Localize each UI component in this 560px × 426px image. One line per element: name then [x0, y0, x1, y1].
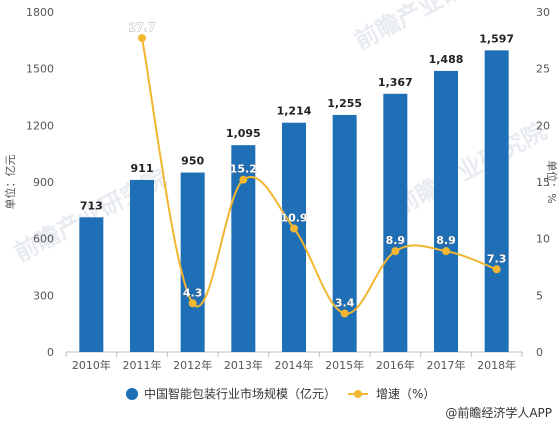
x-tick-label: 2015年: [325, 358, 364, 372]
left-y-tick-label: 300: [33, 289, 54, 302]
line-value-label: 4.3: [183, 286, 203, 299]
legend-line-label: 增速（%）: [376, 387, 435, 401]
x-tick-label: 2014年: [275, 358, 314, 372]
bar-value-label: 1,367: [378, 76, 413, 89]
x-tick-label: 2012年: [173, 358, 212, 372]
left-y-tick-label: 1800: [26, 6, 54, 19]
bar: [484, 50, 509, 352]
line-point: [442, 247, 450, 256]
right-y-tick-label: 20: [536, 119, 550, 132]
watermark-text: 前瞻产业研究院: [350, 0, 511, 55]
line-point: [340, 309, 349, 318]
bar-value-label: 950: [181, 155, 204, 168]
line-point: [239, 175, 248, 184]
bar: [434, 70, 458, 352]
x-tick-label: 2016年: [376, 358, 415, 372]
bar-value-label: 1,095: [226, 127, 261, 140]
left-y-tick-label: 900: [33, 176, 54, 189]
bar-value-label: 1,597: [479, 32, 514, 45]
line-point: [290, 224, 298, 233]
line-value-label: 8.9: [436, 234, 456, 247]
line-value-label: 27.7: [128, 21, 155, 34]
x-tick-label: 2018年: [477, 358, 516, 372]
right-y-tick-label: 30: [536, 6, 550, 19]
right-y-tick-label: 25: [536, 63, 550, 76]
line-point: [391, 247, 400, 256]
bar: [79, 217, 104, 352]
right-y-tick-label: 5: [536, 289, 543, 302]
x-tick-label: 2013年: [224, 358, 263, 372]
right-axis-title: 单位：%: [545, 160, 559, 203]
bar: [282, 122, 306, 352]
bar: [180, 172, 205, 352]
x-tick-label: 2010年: [72, 358, 111, 372]
line-point: [138, 34, 146, 43]
bar-value-label: 1,214: [277, 105, 312, 118]
right-y-tick-label: 0: [536, 346, 543, 359]
bar: [383, 93, 408, 353]
left-y-tick-label: 1200: [26, 119, 54, 132]
line-point: [492, 265, 501, 274]
left-y-tick-label: 1500: [26, 63, 54, 76]
bar-value-label: 1,488: [429, 53, 464, 66]
left-y-tick-label: 600: [33, 233, 54, 246]
right-y-tick-label: 15: [536, 176, 550, 189]
legend-bar-marker: [126, 388, 138, 400]
right-y-tick-label: 10: [536, 233, 550, 246]
legend-line-dot: [354, 390, 362, 398]
x-tick-label: 2017年: [427, 358, 466, 372]
line-series: 27.7 4.3 15.2 10.9 3.4 8.9 8.9 7.3: [128, 21, 507, 318]
bar-value-label: 1,255: [327, 97, 362, 110]
axes: 0 300 600 900 1200 1500 1800 0 5 10 15 20 25 30 2010年 2…: [3, 6, 559, 372]
legend: 中国智能包装行业市场规模（亿元） 增速（%）: [126, 386, 435, 401]
left-y-tick-label: 0: [47, 346, 54, 359]
source-credit: @前瞻经济学人APP: [445, 405, 552, 420]
left-axis-title: 单位：亿元: [3, 155, 17, 210]
bar-value-label: 713: [80, 199, 103, 212]
legend-bar-label: 中国智能包装行业市场规模（亿元）: [144, 386, 336, 401]
bar-value-label: 911: [131, 162, 154, 175]
line-value-label: 3.4: [335, 296, 355, 309]
bar-series: 713 911 950 1,095 1,214 1,255 1,367 1,488 1,597: [79, 32, 514, 353]
line-value-label: 15.2: [230, 163, 257, 176]
watermark-text: 前瞻产业研究院: [390, 117, 551, 221]
line-value-label: 7.3: [487, 252, 507, 265]
bar: [130, 179, 154, 352]
line-value-label: 8.9: [386, 234, 406, 247]
line-point: [188, 299, 197, 308]
x-tick-label: 2011年: [123, 358, 162, 372]
line-value-label: 10.9: [280, 211, 307, 224]
